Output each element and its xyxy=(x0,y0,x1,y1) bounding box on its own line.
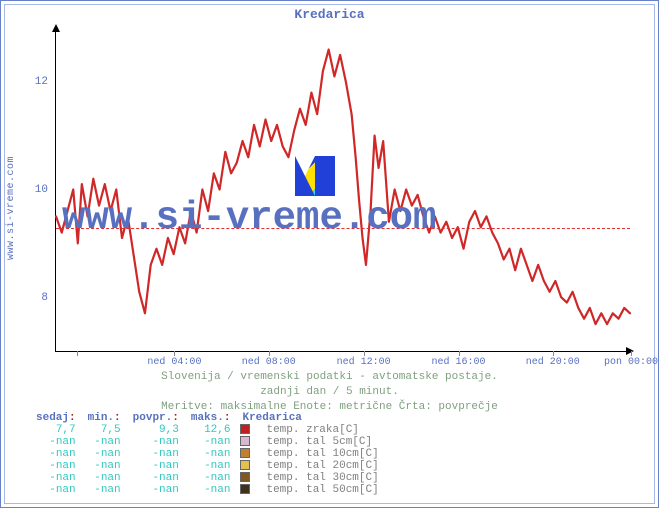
stats-cell: -nan xyxy=(30,484,82,496)
legend-swatch-cell xyxy=(236,460,262,472)
legend-swatch-icon xyxy=(240,448,250,458)
stats-cell: -nan xyxy=(127,472,185,484)
stats-header-max: maks.: xyxy=(185,412,237,424)
legend-label: temp. tal 30cm[C] xyxy=(262,472,384,484)
legend-swatch-icon xyxy=(240,424,250,434)
stats-cell: 7,7 xyxy=(30,424,82,436)
table-row: -nan-nan-nan-nantemp. tal 30cm[C] xyxy=(30,472,385,484)
stats-cell: -nan xyxy=(30,472,82,484)
legend-swatch-icon xyxy=(240,472,250,482)
legend-swatch-cell xyxy=(236,436,262,448)
legend-swatch-icon xyxy=(240,460,250,470)
chart-subtitle: Slovenija / vremenski podatki - avtomats… xyxy=(0,370,659,415)
y-tick-label: 10 xyxy=(35,184,48,196)
x-tick-label: ned 12:00 xyxy=(337,357,391,368)
x-tick-mark xyxy=(364,351,365,356)
y-tick-label: 12 xyxy=(35,76,48,88)
chart-svg xyxy=(56,28,630,351)
legend-swatch-cell xyxy=(236,484,262,496)
stats-cell: 12,6 xyxy=(185,424,237,436)
x-tick-mark xyxy=(631,351,632,356)
stats-cell: -nan xyxy=(82,436,127,448)
x-tick-label: ned 08:00 xyxy=(242,357,296,368)
stats-cell: 7,5 xyxy=(82,424,127,436)
x-tick-label: ned 20:00 xyxy=(526,357,580,368)
x-tick-mark xyxy=(459,351,460,356)
stats-cell: -nan xyxy=(82,460,127,472)
stats-header-now: sedaj: xyxy=(30,412,82,424)
table-row: -nan-nan-nan-nantemp. tal 50cm[C] xyxy=(30,484,385,496)
table-row: -nan-nan-nan-nantemp. tal 20cm[C] xyxy=(30,460,385,472)
legend-swatch-icon xyxy=(240,484,250,494)
stats-cell: -nan xyxy=(185,460,237,472)
legend-swatch-cell xyxy=(236,424,262,436)
table-row: -nan-nan-nan-nantemp. tal 5cm[C] xyxy=(30,436,385,448)
stats-cell: -nan xyxy=(185,484,237,496)
subtitle-line2: zadnji dan / 5 minut. xyxy=(0,385,659,400)
stats-cell: -nan xyxy=(30,448,82,460)
stats-cell: -nan xyxy=(127,436,185,448)
stats-header-min: min.: xyxy=(82,412,127,424)
stats-cell: -nan xyxy=(127,448,185,460)
stats-cell: -nan xyxy=(127,460,185,472)
legend-label: temp. tal 20cm[C] xyxy=(262,460,384,472)
legend-swatch-icon xyxy=(240,436,250,446)
logo-icon xyxy=(295,156,335,196)
stats-cell: 9,3 xyxy=(127,424,185,436)
y-tick-label: 8 xyxy=(41,292,48,304)
legend-label: temp. zraka[C] xyxy=(262,424,384,436)
stats-table: sedaj:min.:povpr.:maks.:Kredarica 7,77,5… xyxy=(30,412,639,496)
chart-title: Kredarica xyxy=(0,7,659,22)
subtitle-line1: Slovenija / vremenski podatki - avtomats… xyxy=(0,370,659,385)
x-tick-mark xyxy=(269,351,270,356)
stats-cell: -nan xyxy=(30,460,82,472)
table-row: -nan-nan-nan-nantemp. tal 10cm[C] xyxy=(30,448,385,460)
stats-cell: -nan xyxy=(82,472,127,484)
x-tick-label: ned 16:00 xyxy=(431,357,485,368)
legend-swatch-cell xyxy=(236,472,262,484)
stats-cell: -nan xyxy=(185,436,237,448)
stats-header-avg: povpr.: xyxy=(127,412,185,424)
chart-area: 81012ned 04:00ned 08:00ned 12:00ned 16:0… xyxy=(55,28,630,352)
x-tick-mark xyxy=(77,351,78,356)
x-tick-mark xyxy=(553,351,554,356)
stats-cell: -nan xyxy=(127,484,185,496)
legend-label: temp. tal 50cm[C] xyxy=(262,484,384,496)
x-tick-label: pon 00:00 xyxy=(604,357,658,368)
legend-label: temp. tal 5cm[C] xyxy=(262,436,384,448)
stats-header-legend: Kredarica xyxy=(236,412,384,424)
x-tick-mark xyxy=(174,351,175,356)
stats-cell: -nan xyxy=(185,472,237,484)
x-tick-label: ned 04:00 xyxy=(147,357,201,368)
table-row: 7,77,59,312,6 temp. zraka[C] xyxy=(30,424,385,436)
stats-cell: -nan xyxy=(82,448,127,460)
stats-cell: -nan xyxy=(185,448,237,460)
stats-cell: -nan xyxy=(30,436,82,448)
watermark-text: www.si-vreme.com xyxy=(62,196,436,240)
stats-cell: -nan xyxy=(82,484,127,496)
legend-label: temp. tal 10cm[C] xyxy=(262,448,384,460)
site-label-vertical: www.si-vreme.com xyxy=(6,156,17,260)
legend-swatch-cell xyxy=(236,448,262,460)
